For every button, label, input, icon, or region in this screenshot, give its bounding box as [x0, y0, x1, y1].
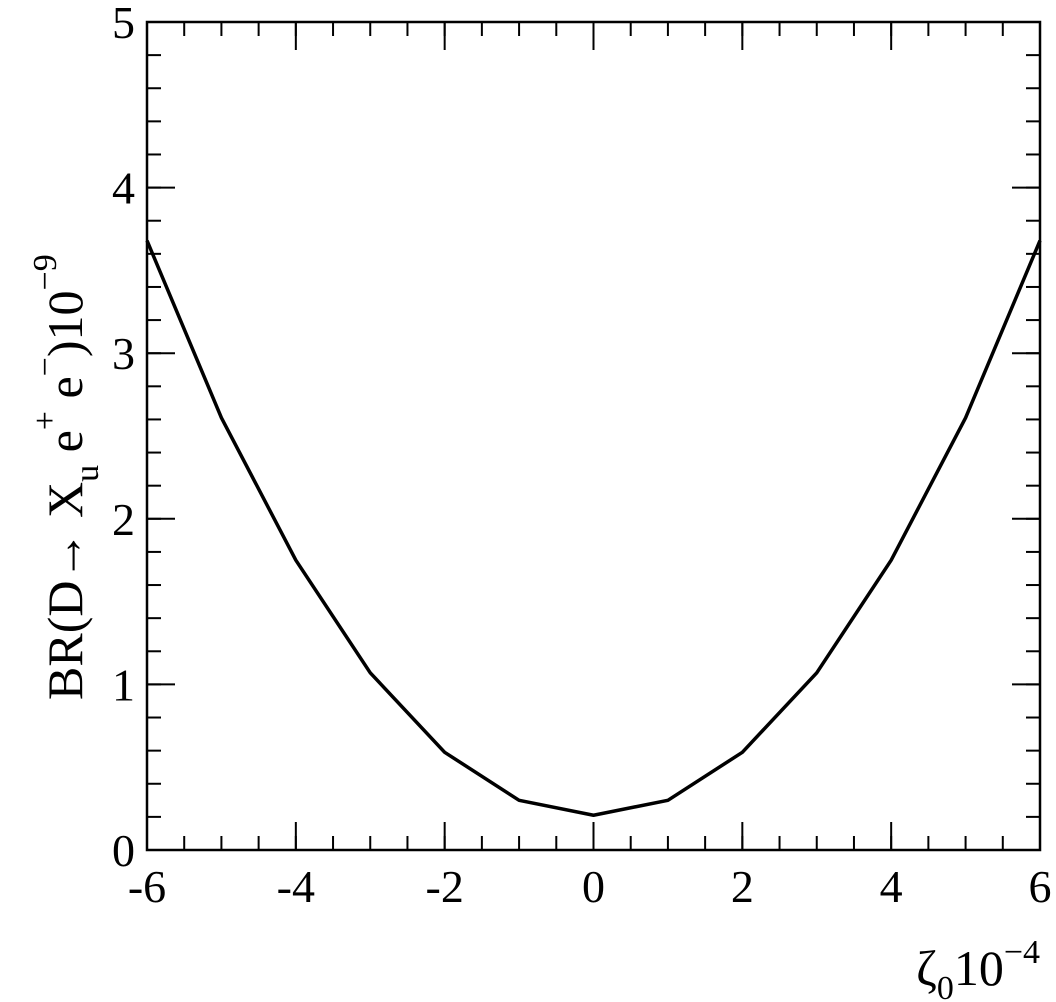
x-label-part: ζ	[916, 940, 937, 996]
x-tick-label: 6	[1029, 861, 1052, 912]
x-label-part: 10	[954, 940, 1004, 996]
x-tick-label: 0	[582, 861, 605, 912]
y-label-part: e	[37, 430, 93, 465]
x-label-part: 0	[937, 970, 954, 1002]
plot-frame	[145, 20, 1042, 852]
y-label-part: e	[37, 376, 93, 411]
x-axis-label: ζ010−4	[916, 934, 1040, 1002]
x-tick-label: -6	[128, 861, 166, 912]
y-tick-label: 0	[112, 825, 135, 876]
data-line	[145, 239, 1042, 817]
y-tick-label: 1	[112, 659, 135, 710]
y-tick-label: 2	[112, 494, 135, 545]
y-axis-label: BR(D→ Xu e+ e−)10−9	[27, 254, 106, 700]
x-tick-label: -4	[277, 861, 315, 912]
y-label-part: +	[27, 411, 64, 430]
y-tick-label: 4	[112, 163, 135, 214]
y-tick-label: 3	[112, 328, 135, 379]
y-tick-label: 5	[112, 0, 135, 48]
y-label-part: u	[69, 465, 106, 482]
x-label-part: −4	[1004, 934, 1040, 971]
x-tick-label: -2	[426, 861, 464, 912]
y-label-part: )10	[37, 290, 93, 357]
x-tick-label: 4	[880, 861, 903, 912]
y-label-part: −	[27, 357, 64, 376]
y-label-part: BR(D→ X	[37, 482, 93, 700]
x-tick-label: 2	[731, 861, 754, 912]
y-label-part: −9	[27, 254, 64, 290]
